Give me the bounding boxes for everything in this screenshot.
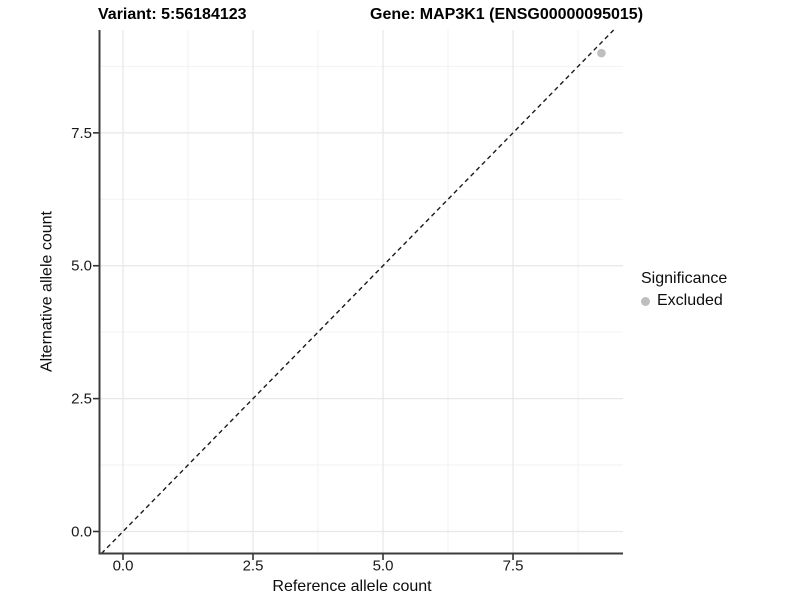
data-points-layer: [597, 48, 606, 58]
gene-title: Gene: MAP3K1 (ENSG00000095015): [370, 6, 643, 23]
axes-layer: [98, 30, 623, 555]
excluded-point-icon: [641, 296, 650, 306]
y-axis-title: Alternative allele count: [39, 210, 56, 372]
y-tick-label: 2.5: [71, 391, 92, 408]
legend-title: Significance: [641, 270, 728, 287]
data-point-excluded: [597, 48, 606, 58]
legend-item-excluded: Excluded: [640, 292, 727, 310]
y-tick-label: 7.5: [71, 125, 92, 142]
y-tick-label: 0.0: [71, 523, 92, 540]
x-tick-label: 2.5: [243, 558, 264, 575]
tick-labels-layer: 0.0 2.5 5.0 7.5 0.0 2.5 5.0 7.5: [71, 125, 523, 575]
identity-reference-line-layer: [100, 29, 615, 554]
legend-item-label: Excluded: [657, 292, 723, 309]
x-tick-label: 7.5: [503, 558, 524, 575]
x-tick-label: 5.0: [373, 558, 394, 575]
x-tick-label: 0.0: [113, 558, 134, 575]
axis-ticks-layer: [93, 132, 514, 560]
x-axis-title: Reference allele count: [272, 578, 432, 595]
identity-dashed-line: [100, 29, 615, 554]
y-tick-label: 5.0: [71, 258, 92, 275]
variant-title: Variant: 5:56184123: [98, 6, 247, 23]
legend: Significance Excluded: [640, 270, 727, 310]
gridlines-minor: [99, 30, 623, 554]
gridlines-major: [99, 30, 623, 554]
